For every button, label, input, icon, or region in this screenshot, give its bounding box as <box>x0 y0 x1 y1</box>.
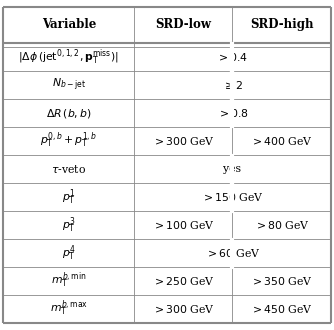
Text: $> 400$ GeV: $> 400$ GeV <box>250 135 313 147</box>
Text: $\geq 2$: $\geq 2$ <box>222 79 243 91</box>
Text: $m_{\mathrm{T}}^{b,\mathrm{max}}$: $m_{\mathrm{T}}^{b,\mathrm{max}}$ <box>50 299 88 319</box>
Text: Variable: Variable <box>42 18 96 31</box>
Text: SRD-high: SRD-high <box>250 18 313 31</box>
Text: $\tau$-veto: $\tau$-veto <box>51 163 87 175</box>
Text: $p_{\mathrm{T}}^{4}$: $p_{\mathrm{T}}^{4}$ <box>62 244 76 263</box>
Text: $> 0.8$: $> 0.8$ <box>217 107 248 119</box>
Text: $> 350$ GeV: $> 350$ GeV <box>250 275 313 287</box>
Text: $N_{b-\mathrm{jet}}$: $N_{b-\mathrm{jet}}$ <box>52 77 86 93</box>
Text: $> 80$ GeV: $> 80$ GeV <box>254 219 310 231</box>
Text: $> 250$ GeV: $> 250$ GeV <box>152 275 215 287</box>
Text: $> 300$ GeV: $> 300$ GeV <box>152 303 215 315</box>
Text: $m_{\mathrm{T}}^{b,\mathrm{min}}$: $m_{\mathrm{T}}^{b,\mathrm{min}}$ <box>51 271 87 291</box>
Text: $|\Delta\phi\,(\mathrm{jet}^{0,1,2},\mathbf{p}_{\mathrm{T}}^{\mathrm{miss}})|$: $|\Delta\phi\,(\mathrm{jet}^{0,1,2},\mat… <box>18 47 119 67</box>
Text: $> 150$ GeV: $> 150$ GeV <box>201 191 264 203</box>
Text: $> 100$ GeV: $> 100$ GeV <box>152 219 215 231</box>
Text: $p_{\mathrm{T}}^{1}$: $p_{\mathrm{T}}^{1}$ <box>62 187 75 207</box>
Text: $> 60$ GeV: $> 60$ GeV <box>204 247 261 259</box>
Text: $p_{\mathrm{T}}^{3}$: $p_{\mathrm{T}}^{3}$ <box>62 215 75 235</box>
Text: yes: yes <box>223 164 241 174</box>
Text: $\Delta R\,(b,b)$: $\Delta R\,(b,b)$ <box>46 107 92 120</box>
Text: $> 450$ GeV: $> 450$ GeV <box>250 303 313 315</box>
Text: $> 0.4$: $> 0.4$ <box>216 51 248 63</box>
Text: SRD-low: SRD-low <box>155 18 211 31</box>
Text: $> 300$ GeV: $> 300$ GeV <box>152 135 215 147</box>
Text: $p_{\mathrm{T}}^{0,b}+p_{\mathrm{T}}^{1,b}$: $p_{\mathrm{T}}^{0,b}+p_{\mathrm{T}}^{1,… <box>40 131 98 151</box>
